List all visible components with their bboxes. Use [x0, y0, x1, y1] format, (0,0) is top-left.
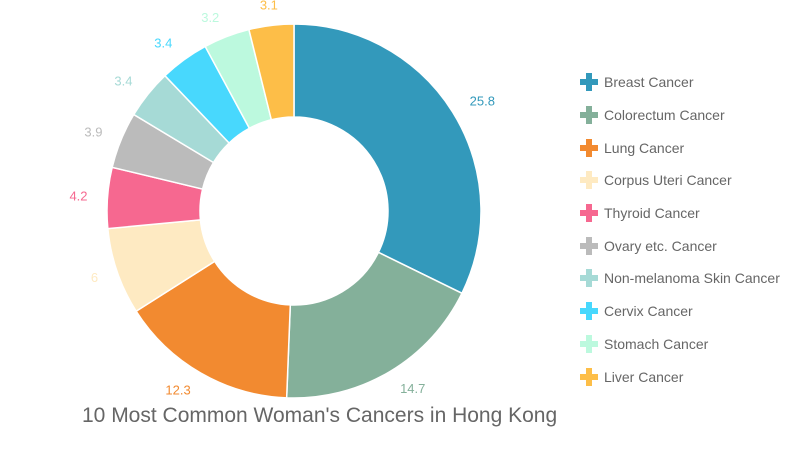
value-label: 3.4 [114, 74, 132, 89]
plus-icon [580, 367, 598, 386]
value-label: 3.2 [201, 10, 219, 25]
legend-item-lung-cancer[interactable]: Lung Cancer [580, 131, 780, 164]
donut-slice-breast-cancer[interactable] [293, 23, 482, 295]
donut-slice-colorectum-cancer[interactable] [285, 251, 463, 399]
plus-icon [580, 334, 598, 353]
chart-title: 10 Most Common Woman's Cancers in Hong K… [82, 404, 558, 427]
legend-label: Stomach Cancer [604, 335, 709, 352]
legend-label: Non-melanoma Skin Cancer [604, 270, 780, 287]
legend-label: Colorectum Cancer [604, 107, 725, 124]
value-label: 25.8 [470, 93, 495, 108]
legend-item-cervix-cancer[interactable]: Cervix Cancer [580, 295, 780, 328]
legend-label: Thyroid Cancer [604, 205, 700, 222]
value-label: 3.1 [260, 0, 278, 13]
legend-item-breast-cancer[interactable]: Breast Cancer [580, 66, 780, 99]
plus-icon [580, 106, 598, 125]
plus-icon [580, 204, 598, 223]
legend-label: Corpus Uteri Cancer [604, 172, 732, 189]
legend-label: Lung Cancer [604, 139, 685, 156]
legend-item-ovary-cancer[interactable]: Ovary etc. Cancer [580, 229, 780, 262]
value-label: 14.7 [400, 381, 425, 396]
legend-label: Breast Cancer [604, 74, 694, 91]
legend-item-thyroid-cancer[interactable]: Thyroid Cancer [580, 197, 780, 230]
plus-icon [580, 302, 598, 321]
legend: Breast Cancer Colorectum Cancer Lung Can… [580, 66, 780, 393]
plus-icon [580, 269, 598, 288]
value-label: 4.2 [69, 188, 87, 203]
legend-label: Cervix Cancer [604, 303, 693, 320]
donut-slices [106, 23, 482, 399]
legend-item-stomach-cancer[interactable]: Stomach Cancer [580, 328, 780, 361]
legend-item-liver-cancer[interactable]: Liver Cancer [580, 360, 780, 393]
value-labels: 25.8 14.7 12.3 6 4.2 3.9 3.4 3.4 3.2 3.1 [69, 0, 495, 397]
plus-icon [580, 171, 598, 190]
legend-label: Liver Cancer [604, 368, 684, 385]
plus-icon [580, 73, 598, 92]
plus-icon [580, 236, 598, 255]
legend-item-skin-cancer[interactable]: Non-melanoma Skin Cancer [580, 262, 780, 295]
value-label: 6 [91, 270, 98, 285]
donut-slice-liver-cancer[interactable] [248, 23, 295, 121]
legend-item-colorectum-cancer[interactable]: Colorectum Cancer [580, 99, 780, 132]
legend-label: Ovary etc. Cancer [604, 237, 717, 254]
value-label: 3.9 [84, 125, 102, 140]
value-label: 3.4 [154, 36, 172, 51]
value-label: 12.3 [165, 382, 190, 397]
plus-icon [580, 138, 598, 157]
legend-item-corpus-uteri-cancer[interactable]: Corpus Uteri Cancer [580, 164, 780, 197]
